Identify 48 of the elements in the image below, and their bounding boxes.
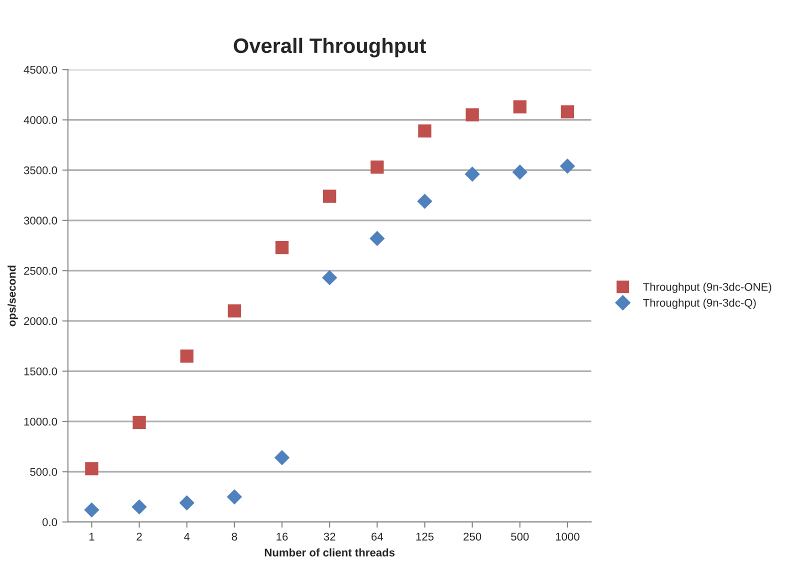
y-tick-label: 1000.0	[24, 418, 58, 426]
point	[513, 100, 526, 114]
point	[84, 502, 100, 518]
point	[226, 489, 242, 504]
point	[370, 230, 385, 246]
point	[370, 160, 384, 174]
point	[560, 105, 574, 118]
point	[322, 270, 338, 286]
point	[464, 166, 480, 182]
point	[132, 416, 146, 430]
y-tick-label: 0.0	[42, 518, 58, 526]
x-tick-label: 64	[372, 532, 384, 541]
chart-title: Overall Throughput	[234, 38, 426, 58]
y-tick-label: 3500.0	[24, 166, 58, 174]
point	[228, 304, 242, 318]
y-tick-label: 3000.0	[24, 216, 58, 225]
x-axis-title: Number of client threads	[264, 548, 395, 556]
x-tick-label: 125	[416, 532, 434, 541]
point	[85, 462, 98, 476]
y-axis-title: ops/second	[8, 266, 18, 326]
x-tick-label: 1000	[556, 532, 580, 541]
point	[560, 158, 576, 174]
x-tick-label: 2	[136, 532, 142, 540]
x-tick-label: 250	[464, 532, 482, 541]
x-tick-label: 16	[276, 532, 288, 541]
point	[417, 194, 432, 209]
point	[512, 164, 528, 180]
point	[323, 190, 336, 203]
y-tick-label: 4500.0	[24, 66, 58, 74]
y-tick-label: 2500.0	[24, 266, 58, 275]
point	[180, 350, 194, 363]
point	[466, 108, 479, 122]
point	[418, 124, 432, 138]
y-tick-label: 4000.0	[24, 116, 58, 124]
x-tick-label: 4	[184, 532, 190, 540]
legend-label: Throughput (9n-3dc-ONE)	[643, 282, 772, 294]
y-tick-label: 1500.0	[24, 367, 58, 376]
y-tick-label: 2000.0	[24, 317, 58, 326]
point	[179, 495, 194, 511]
x-tick-label: 500	[511, 532, 529, 541]
point	[274, 450, 290, 466]
point	[275, 240, 289, 254]
point	[132, 499, 147, 515]
legend-label: Throughput (9n-3dc-Q)	[643, 298, 756, 309]
y-tick-label: 500.0	[30, 468, 58, 476]
x-tick-label: 1	[89, 532, 94, 540]
x-tick-label: 32	[324, 532, 336, 541]
x-tick-label: 8	[232, 532, 238, 541]
